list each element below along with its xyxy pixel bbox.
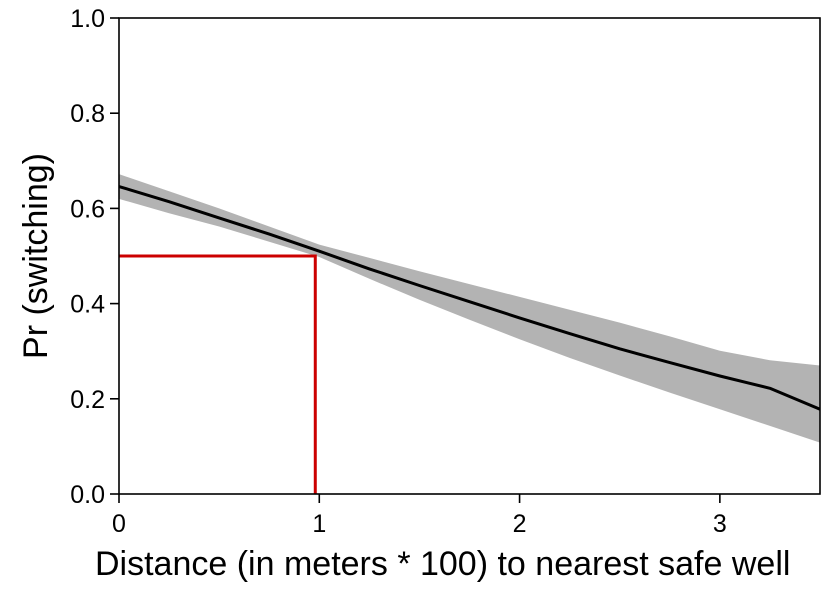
confidence-band [119, 174, 820, 443]
plot-area [119, 174, 820, 494]
x-tick-label: 3 [713, 510, 727, 538]
x-tick-label: 2 [513, 510, 527, 538]
axes-frame [118, 17, 821, 495]
y-tick-label: 0.0 [70, 481, 105, 509]
reference-line [119, 254, 317, 494]
x-axis-label: Distance (in meters * 100) to nearest sa… [95, 545, 790, 583]
fitted-curve [119, 185, 820, 411]
y-tick-label: 1.0 [70, 5, 105, 33]
x-tick-label: 0 [112, 510, 126, 538]
y-tick-label: 0.2 [70, 386, 105, 414]
axes: 0.0 0.2 0.4 0.6 0.8 1.0 0 1 2 3 [70, 5, 821, 538]
y-tick-label: 0.8 [70, 100, 105, 128]
y-axis-label: Pr (switching) [17, 153, 55, 359]
y-tick-label: 0.6 [70, 195, 105, 223]
y-tick-label: 0.4 [70, 291, 105, 319]
x-tick-label: 1 [312, 510, 326, 538]
